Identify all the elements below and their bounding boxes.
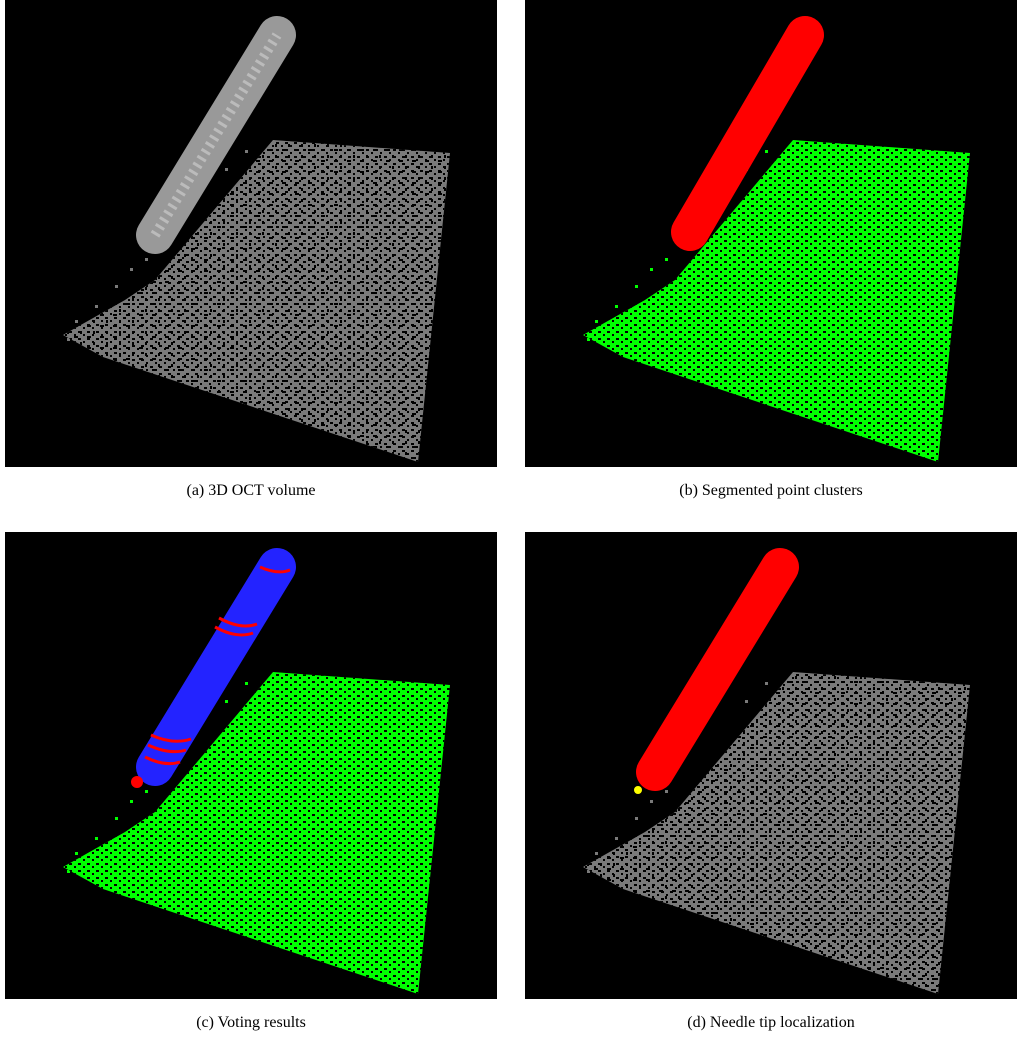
panel-b: [525, 0, 1017, 467]
panel-c: [5, 532, 497, 999]
needle-tip: [131, 776, 143, 788]
caption: (b) Segmented point clusters: [679, 482, 863, 499]
caption: (d) Needle tip localization: [687, 1014, 854, 1031]
figure: (a) 3D OCT volume (b) Segmented point cl…: [0, 0, 1022, 1047]
caption: (c) Voting results: [196, 1014, 306, 1031]
panel-a: [5, 0, 497, 467]
panel-d: [525, 532, 1017, 999]
needle-tip: [634, 786, 642, 794]
caption: (a) 3D OCT volume: [186, 482, 315, 499]
